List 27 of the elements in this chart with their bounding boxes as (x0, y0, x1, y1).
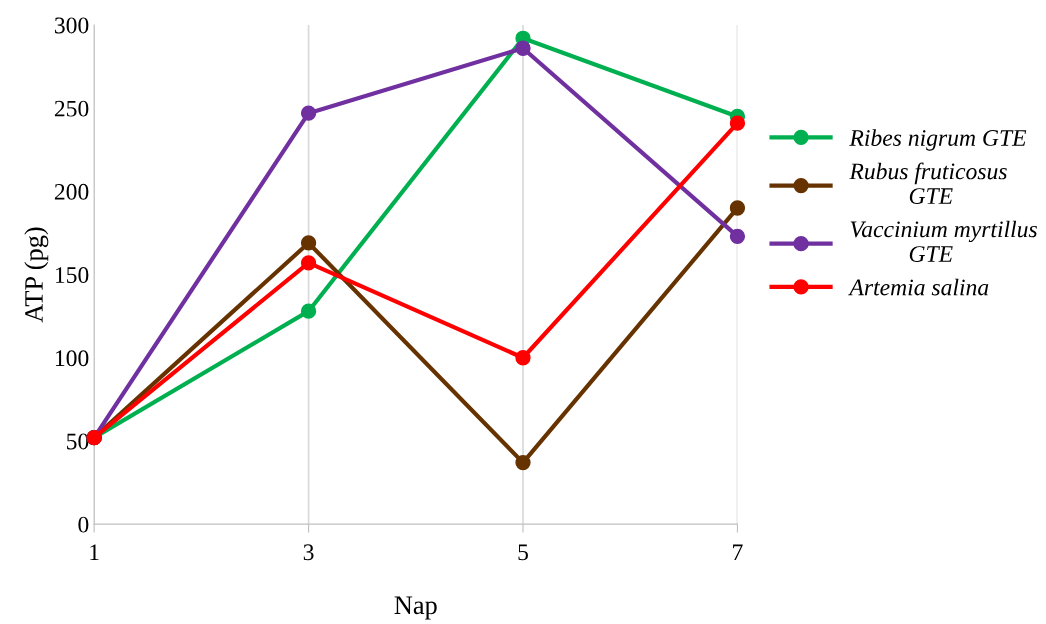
point (300, 235, 317, 251)
point (515, 350, 531, 366)
legend-label: Ribes nigrum GTE (849, 129, 1027, 151)
point (729, 115, 746, 131)
point (300, 105, 317, 121)
legend-label: Rubus fruticosus GTE (849, 162, 1007, 205)
y-tick-label: 200 (54, 183, 89, 200)
point (729, 228, 746, 244)
y-tick-label: 100 (55, 350, 89, 367)
point (300, 255, 317, 271)
point (300, 303, 317, 319)
point (515, 454, 531, 471)
x-axis-title: Nap (394, 596, 437, 620)
y-tick-label: 0 (78, 516, 89, 533)
y-tick-label: 50 (67, 433, 89, 450)
point (515, 40, 531, 56)
y-tick-label: 250 (54, 100, 89, 117)
y-tick-label: 150 (55, 267, 89, 283)
y-axis-title: ATP (pg) (24, 227, 49, 323)
x-tick-label: 5 (518, 544, 528, 561)
point (729, 200, 746, 216)
x-tick-label: 3 (303, 544, 314, 561)
x-tick-label: 1 (90, 544, 99, 560)
legend-label: Artemia salina (848, 278, 989, 296)
y-tick-label: 300 (54, 17, 89, 34)
legend-label: Vaccinium myrtillus GTE (850, 220, 1037, 262)
x-tick-label: 7 (733, 544, 743, 560)
